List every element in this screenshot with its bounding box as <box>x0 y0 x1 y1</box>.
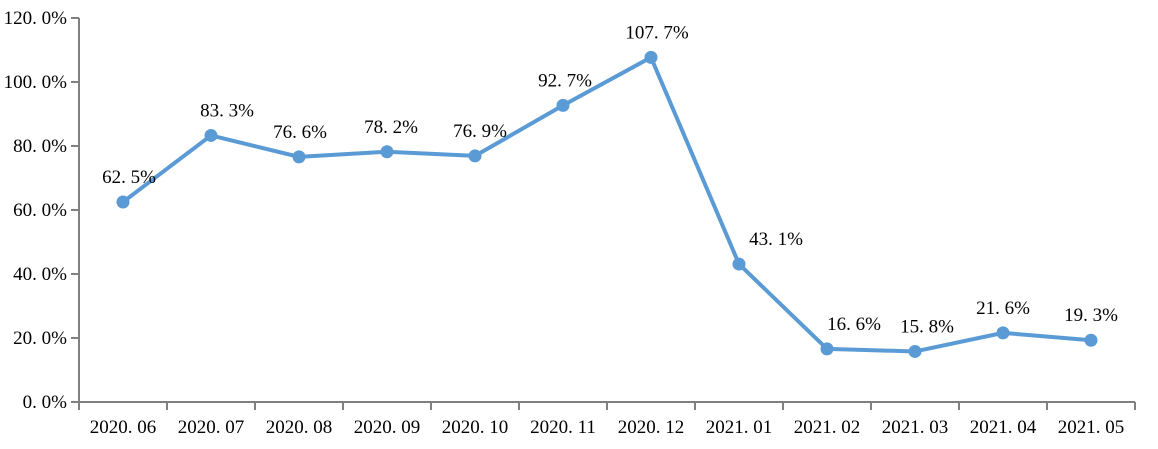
y-axis-tick-label: 80. 0% <box>13 136 67 157</box>
data-point-label: 43. 1% <box>749 229 803 250</box>
data-point-marker <box>732 257 746 271</box>
x-axis: 2020. 06 2020. 07 2020. 08 2020. 09 2020. 10… <box>78 401 1136 438</box>
data-point-label: 15. 8% <box>900 316 954 337</box>
data-point-label: 21. 6% <box>976 298 1030 319</box>
data-point-label: 83. 3% <box>200 100 254 121</box>
data-point-marker <box>468 149 482 163</box>
data-point-marker <box>644 50 658 64</box>
data-series <box>116 50 1098 358</box>
data-point-label: 62. 5% <box>102 167 156 188</box>
x-axis-tick-label: 2021. 03 <box>882 417 949 438</box>
y-axis-tick-label: 0. 0% <box>23 392 68 413</box>
data-point-marker <box>908 344 922 358</box>
y-axis-tick-label: 20. 0% <box>13 328 67 349</box>
data-point-labels: 62. 5% 83. 3% 76. 6% 78. 2% 76. 9% 92. 7% 107.… <box>102 22 1118 337</box>
data-point-label: 107. 7% <box>625 22 689 43</box>
x-axis-tick-label: 2020. 08 <box>266 417 333 438</box>
data-point-label: 19. 3% <box>1064 305 1118 326</box>
data-point-label: 78. 2% <box>364 117 418 138</box>
x-axis-tick-label: 2020. 06 <box>90 417 157 438</box>
x-axis-tick-label: 2021. 02 <box>794 417 861 438</box>
data-point-label: 76. 9% <box>453 121 507 142</box>
data-point-label: 16. 6% <box>827 314 881 335</box>
x-axis-tick-label: 2020. 09 <box>354 417 421 438</box>
data-point-marker <box>380 145 394 159</box>
data-point-marker <box>996 326 1010 340</box>
data-point-marker <box>116 195 130 209</box>
y-axis-tick-label: 120. 0% <box>4 8 68 29</box>
x-axis-tick-label: 2021. 01 <box>706 417 773 438</box>
x-axis-tick-label: 2020. 12 <box>618 417 685 438</box>
x-axis-tick-label: 2020. 07 <box>178 417 245 438</box>
data-point-marker <box>292 150 306 164</box>
data-point-marker <box>204 128 218 142</box>
series-line <box>121 55 1093 354</box>
y-axis-tick-label: 40. 0% <box>13 264 67 285</box>
x-axis-tick-label: 2021. 05 <box>1058 417 1125 438</box>
y-axis: 0. 0% 20. 0% 40. 0% 60. 0% 80. 0% 100. 0% 120.… <box>4 8 80 413</box>
data-point-marker <box>820 342 834 356</box>
data-point-marker <box>556 98 570 112</box>
y-axis-tick-label: 60. 0% <box>13 200 67 221</box>
x-axis-tick-label: 2021. 04 <box>970 417 1037 438</box>
x-axis-tick-label: 2020. 10 <box>442 417 509 438</box>
data-point-marker <box>1084 333 1098 347</box>
y-axis-tick-label: 100. 0% <box>4 72 68 93</box>
x-axis-tick-label: 2020. 11 <box>530 417 596 438</box>
data-point-label: 76. 6% <box>273 122 327 143</box>
data-point-label: 92. 7% <box>538 70 592 91</box>
